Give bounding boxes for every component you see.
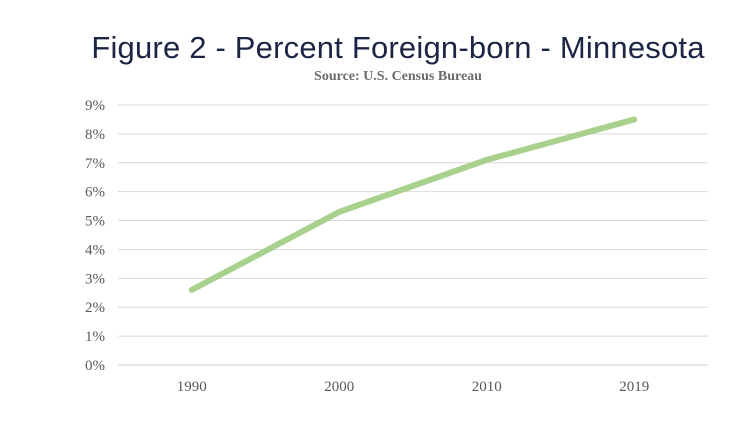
x-axis-tick-labels: 1990 2000 2010 2019	[177, 379, 650, 395]
gridlines	[118, 104, 708, 366]
y-tick-label: 7%	[85, 156, 105, 172]
y-tick-label: 5%	[85, 214, 105, 230]
y-tick-label: 9%	[85, 98, 105, 114]
y-tick-label: 2%	[85, 300, 105, 316]
series-layer	[188, 116, 638, 293]
x-tick-label: 1990	[177, 379, 207, 395]
y-tick-label: 0%	[85, 358, 105, 374]
y-tick-label: 3%	[85, 271, 105, 287]
x-tick-label: 2019	[619, 379, 649, 395]
chart-title: Figure 2 - Percent Foreign-born - Minnes…	[91, 30, 705, 65]
series-line	[188, 116, 638, 293]
y-axis-tick-labels: 0% 1% 2% 3% 4% 5% 6% 7% 8% 9%	[85, 98, 105, 374]
y-tick-label: 8%	[85, 127, 105, 143]
y-tick-label: 4%	[85, 242, 105, 258]
x-tick-label: 2000	[324, 379, 354, 395]
y-tick-label: 6%	[85, 185, 105, 201]
chart-subtitle: Source: U.S. Census Bureau	[314, 69, 482, 84]
x-tick-label: 2010	[472, 379, 502, 395]
y-tick-label: 1%	[85, 329, 105, 345]
